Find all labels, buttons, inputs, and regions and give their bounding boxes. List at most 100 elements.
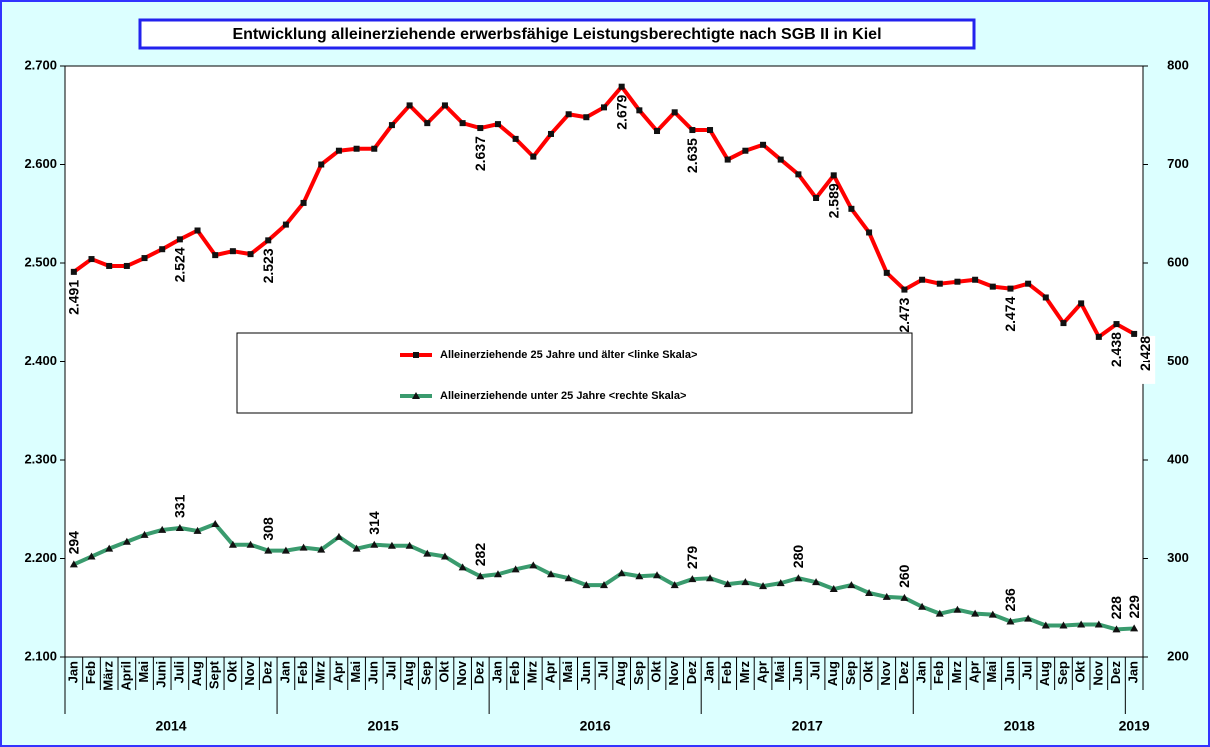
marker bbox=[777, 156, 784, 163]
marker bbox=[988, 610, 997, 618]
marker bbox=[530, 153, 537, 160]
x-tick-label: Jun bbox=[790, 661, 805, 684]
data-label: 331 bbox=[172, 494, 188, 518]
x-tick-label: Aug bbox=[825, 661, 840, 686]
x-tick-label: Mai bbox=[136, 661, 151, 683]
legend-label: Alleinerziehende unter 25 Jahre <rechte … bbox=[440, 390, 686, 402]
marker bbox=[953, 605, 962, 613]
data-label: 2.428 bbox=[1137, 336, 1153, 371]
x-tick-label: Aug bbox=[189, 661, 204, 686]
marker bbox=[972, 276, 979, 283]
marker bbox=[547, 130, 554, 137]
marker bbox=[600, 581, 608, 589]
data-label: 2.637 bbox=[472, 136, 488, 171]
marker bbox=[458, 563, 467, 571]
marker bbox=[194, 227, 201, 234]
marker bbox=[106, 262, 113, 269]
marker bbox=[582, 581, 591, 589]
marker bbox=[105, 544, 114, 552]
year-label: 2017 bbox=[792, 718, 823, 734]
marker bbox=[1041, 621, 1050, 629]
marker bbox=[829, 585, 838, 593]
marker bbox=[229, 248, 236, 255]
marker bbox=[1077, 620, 1086, 628]
marker bbox=[812, 578, 821, 586]
x-tick-label: Jan bbox=[1126, 661, 1141, 683]
x-tick-label: Aug bbox=[401, 661, 416, 686]
marker bbox=[564, 574, 573, 582]
x-tick-label: Feb bbox=[507, 661, 522, 684]
year-label: 2019 bbox=[1119, 718, 1150, 734]
marker bbox=[653, 571, 662, 579]
x-tick-label: Jul bbox=[808, 661, 823, 680]
label-bg bbox=[1137, 335, 1156, 384]
marker bbox=[1059, 621, 1068, 629]
marker bbox=[1130, 624, 1139, 632]
marker bbox=[795, 171, 802, 178]
x-tick-label: Jan bbox=[914, 661, 929, 683]
marker bbox=[512, 135, 519, 142]
marker bbox=[353, 145, 360, 152]
x-tick-label: Apr bbox=[967, 661, 982, 683]
marker bbox=[848, 205, 855, 212]
data-label: 2.589 bbox=[825, 183, 841, 218]
x-tick-label: Aug bbox=[1037, 661, 1052, 686]
marker bbox=[299, 543, 308, 551]
y-tick-label: 2.500 bbox=[24, 254, 57, 269]
marker bbox=[477, 125, 484, 132]
marker bbox=[281, 546, 290, 554]
data-label: 282 bbox=[472, 543, 488, 567]
marker bbox=[140, 530, 149, 538]
x-tick-label: Nov bbox=[454, 660, 469, 685]
marker bbox=[776, 579, 785, 587]
marker bbox=[282, 221, 289, 228]
marker bbox=[654, 128, 661, 135]
marker bbox=[670, 581, 679, 589]
marker bbox=[813, 194, 820, 201]
x-tick-label: Mrz bbox=[313, 661, 328, 684]
legend-box bbox=[236, 332, 913, 414]
marker bbox=[883, 269, 890, 276]
marker bbox=[352, 544, 361, 552]
x-tick-label: Jul bbox=[1020, 661, 1035, 680]
data-label: 2.523 bbox=[260, 248, 276, 283]
marker bbox=[901, 286, 908, 293]
marker bbox=[246, 540, 255, 548]
x-tick-label: Mrz bbox=[525, 661, 540, 684]
marker bbox=[706, 574, 715, 582]
marker bbox=[866, 229, 873, 236]
data-label: 2.679 bbox=[613, 94, 629, 129]
marker bbox=[1025, 280, 1032, 287]
marker bbox=[405, 541, 414, 549]
x-tick-label: Apr bbox=[754, 661, 769, 683]
marker bbox=[618, 83, 625, 90]
marker bbox=[211, 520, 220, 528]
x-tick-label: Nov bbox=[242, 660, 257, 685]
marker bbox=[1024, 614, 1033, 622]
marker bbox=[900, 593, 909, 601]
year-label: 2015 bbox=[368, 718, 399, 734]
marker bbox=[989, 283, 996, 290]
year-label: 2014 bbox=[155, 718, 186, 734]
marker bbox=[936, 280, 943, 287]
x-tick-label: Nov bbox=[1090, 660, 1105, 685]
x-tick-label: Jul bbox=[383, 661, 398, 680]
y2-tick-label: 600 bbox=[1167, 254, 1189, 269]
y2-tick-label: 800 bbox=[1167, 57, 1189, 72]
marker bbox=[1007, 285, 1014, 292]
y-tick-label: 2.700 bbox=[24, 57, 57, 72]
marker bbox=[918, 602, 927, 610]
marker bbox=[317, 545, 326, 553]
marker bbox=[1078, 300, 1085, 307]
y2-tick-label: 400 bbox=[1167, 451, 1189, 466]
x-tick-label: Dez bbox=[1108, 661, 1123, 685]
marker bbox=[371, 145, 378, 152]
x-tick-label: Aug bbox=[613, 661, 628, 686]
marker bbox=[760, 141, 767, 148]
marker bbox=[300, 199, 307, 206]
x-tick-label: Feb bbox=[719, 661, 734, 684]
marker bbox=[794, 574, 803, 582]
data-label: 294 bbox=[66, 531, 82, 555]
y-tick-label: 2.600 bbox=[24, 156, 57, 171]
